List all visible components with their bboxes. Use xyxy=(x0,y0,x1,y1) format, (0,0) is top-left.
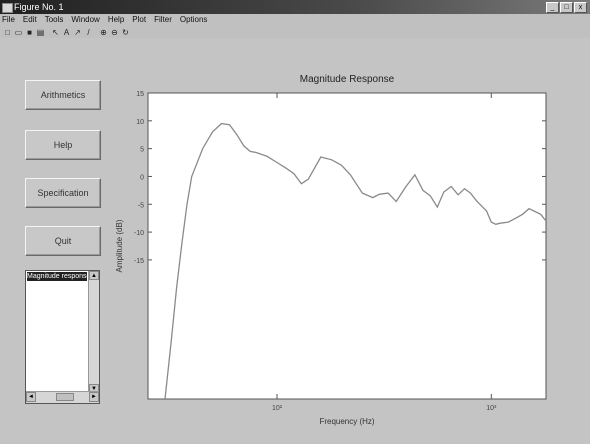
y-axis-ticks: 15 10 5 0 -5 -10 -15 xyxy=(134,91,546,265)
window-title: Figure No. 1 xyxy=(14,2,64,12)
open-icon[interactable]: ▭ xyxy=(14,27,23,37)
menu-tools[interactable]: Tools xyxy=(44,15,64,24)
listbox-horizontal-scrollbar[interactable]: ◄ ► xyxy=(26,391,99,403)
menu-window[interactable]: Window xyxy=(71,15,100,24)
x-axis-label: Frequency (Hz) xyxy=(319,417,374,426)
y-tick-label: 10 xyxy=(136,119,144,126)
specification-button[interactable]: Specification xyxy=(25,178,101,208)
y-axis-label: Amplitude (dB) xyxy=(115,219,124,272)
x-tick-label: 10³ xyxy=(486,405,497,412)
chart-title: Magnitude Response xyxy=(300,74,395,85)
menu-options[interactable]: Options xyxy=(179,15,208,24)
arrow-icon[interactable]: ↗ xyxy=(74,27,81,37)
quit-button[interactable]: Quit xyxy=(25,226,101,256)
menu-file[interactable]: File xyxy=(2,15,15,24)
plot-area xyxy=(147,92,547,400)
menu-help[interactable]: Help xyxy=(107,15,125,24)
scroll-right-icon[interactable]: ► xyxy=(89,392,99,402)
x-axis-ticks: 10²10³10⁴ xyxy=(272,93,497,412)
line-icon[interactable]: / xyxy=(87,27,90,37)
toolbar: □ ▭ ■ ▤ ↖ A ↗ / ⊕ ⊖ ↻ xyxy=(0,26,590,38)
title-bar: Figure No. 1 _ □ x xyxy=(0,0,590,14)
menu-plot[interactable]: Plot xyxy=(132,15,147,24)
save-icon[interactable]: ■ xyxy=(27,27,32,37)
menu-filter[interactable]: Filter xyxy=(154,15,172,24)
figure-area: Arithmetics Help Specification Quit Magn… xyxy=(0,38,590,444)
maximize-button[interactable]: □ xyxy=(560,2,573,13)
zoom-out-icon[interactable]: ⊖ xyxy=(111,27,118,37)
y-tick-label: 0 xyxy=(140,174,144,181)
text-icon[interactable]: A xyxy=(63,27,70,37)
new-icon[interactable]: □ xyxy=(5,27,10,37)
zoom-in-icon[interactable]: ⊕ xyxy=(100,27,107,37)
rotate-icon[interactable]: ↻ xyxy=(122,27,129,37)
scroll-up-icon[interactable]: ▲ xyxy=(89,271,99,280)
listbox-selected-item[interactable]: Magnitude response xyxy=(27,272,87,281)
y-tick-label: -10 xyxy=(134,230,144,237)
series-line xyxy=(164,122,547,400)
y-tick-label: -5 xyxy=(138,202,144,209)
arithmetics-button[interactable]: Arithmetics xyxy=(25,80,101,110)
minimize-button[interactable]: _ xyxy=(546,2,559,13)
matlab-figure-icon xyxy=(2,3,13,13)
y-tick-label: 5 xyxy=(140,147,144,154)
print-icon[interactable]: ▤ xyxy=(36,27,45,37)
menu-bar: File Edit Tools Window Help Plot Filter … xyxy=(0,14,590,26)
plot-listbox[interactable]: Magnitude response ▲ ▼ ◄ ► xyxy=(25,270,100,404)
x-tick-label: 10² xyxy=(272,405,283,412)
y-tick-label: -15 xyxy=(134,258,144,265)
window-controls: _ □ x xyxy=(546,2,587,13)
listbox-vertical-scrollbar[interactable]: ▲ ▼ xyxy=(88,271,99,393)
magnitude-response-chart: Magnitude Response 15 10 5 0 -5 -10 -15 10² 10³… xyxy=(115,74,547,426)
menu-edit[interactable]: Edit xyxy=(22,15,37,24)
pointer-icon[interactable]: ↖ xyxy=(52,27,59,37)
y-tick-label: 15 xyxy=(136,91,144,98)
scroll-thumb[interactable] xyxy=(56,393,74,401)
scroll-left-icon[interactable]: ◄ xyxy=(26,392,36,402)
help-button[interactable]: Help xyxy=(25,130,101,160)
close-button[interactable]: x xyxy=(574,2,587,13)
